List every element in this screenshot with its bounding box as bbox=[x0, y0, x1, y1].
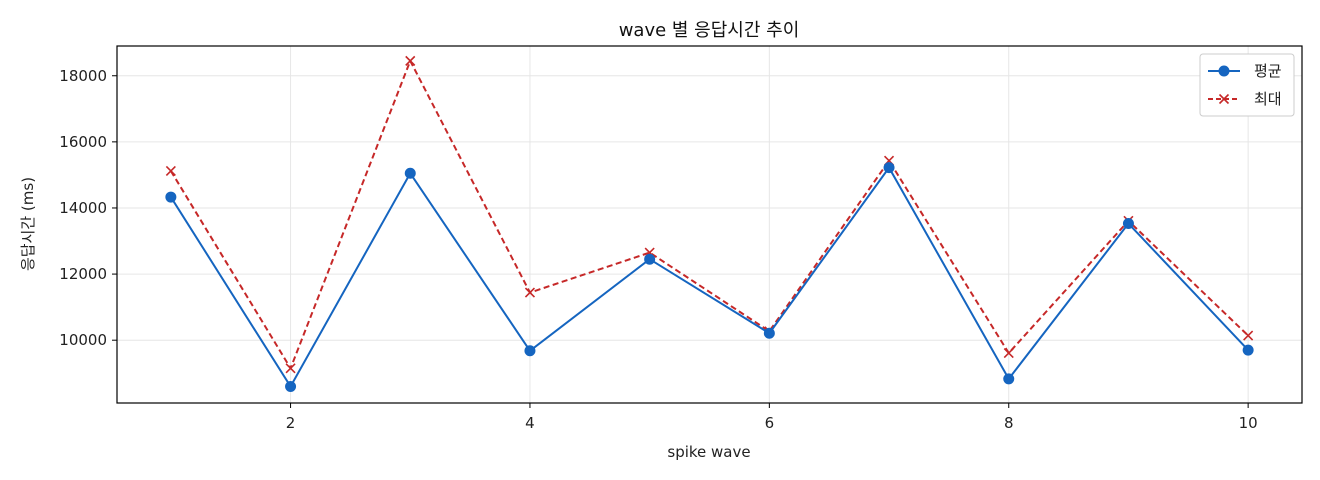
grid bbox=[117, 46, 1302, 403]
series-line bbox=[170, 166, 1249, 388]
data-point bbox=[1242, 344, 1254, 356]
x-tick-label: 10 bbox=[1239, 414, 1258, 432]
series-line bbox=[170, 59, 1249, 370]
legend-marker-glyph bbox=[1218, 93, 1230, 105]
data-point bbox=[644, 253, 656, 265]
series-max bbox=[165, 55, 1254, 374]
data-point bbox=[524, 287, 536, 298]
legend: 평균 최대 bbox=[1199, 53, 1295, 117]
y-tick-label: 14000 bbox=[59, 199, 107, 217]
plot-area bbox=[116, 45, 1303, 404]
y-tick-label: 10000 bbox=[59, 331, 107, 349]
data-point bbox=[285, 363, 296, 374]
chart-title: wave 별 응답시간 추이 bbox=[619, 20, 800, 41]
data-point bbox=[405, 55, 416, 66]
data-point bbox=[285, 380, 297, 392]
legend-label-max: 최대 bbox=[1254, 90, 1282, 108]
y-axis: 10000 12000 14000 16000 18000 bbox=[59, 67, 117, 349]
y-tick-label: 18000 bbox=[59, 67, 107, 85]
x-axis: 2 4 6 8 10 bbox=[286, 403, 1258, 432]
data-point bbox=[883, 162, 895, 174]
y-axis-label: 응답시간 (ms) bbox=[19, 177, 37, 271]
legend-marker-max bbox=[1218, 93, 1230, 105]
series-layer bbox=[165, 55, 1254, 392]
x-tick-label: 2 bbox=[286, 414, 296, 432]
data-point bbox=[763, 327, 775, 339]
legend-marker-avg bbox=[1218, 65, 1230, 77]
x-tick-label: 6 bbox=[765, 414, 775, 432]
x-tick-label: 8 bbox=[1004, 414, 1014, 432]
data-point bbox=[1243, 330, 1254, 341]
legend-label-avg: 평균 bbox=[1254, 62, 1282, 80]
data-point bbox=[165, 191, 177, 203]
series-avg bbox=[165, 162, 1254, 392]
data-point bbox=[404, 167, 416, 179]
y-tick-label: 16000 bbox=[59, 133, 107, 151]
data-point bbox=[1003, 373, 1015, 385]
x-tick-label: 4 bbox=[525, 414, 535, 432]
legend-marker-glyph bbox=[1218, 65, 1230, 77]
data-point bbox=[165, 165, 176, 177]
data-point bbox=[1003, 348, 1014, 359]
x-axis-label: spike wave bbox=[667, 443, 750, 461]
data-point bbox=[524, 345, 536, 357]
y-tick-label: 12000 bbox=[59, 265, 107, 283]
data-point bbox=[1122, 218, 1134, 230]
